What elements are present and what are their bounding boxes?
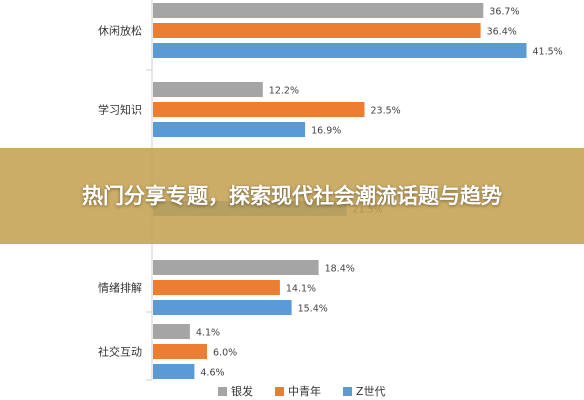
category-label: 学习知识 (98, 103, 142, 117)
data-label: 15.4% (298, 304, 328, 315)
data-label: 14.1% (286, 284, 316, 295)
bar-Z世代 (153, 122, 306, 137)
category-label: 社交互动 (98, 345, 142, 359)
bar-中青年 (153, 23, 481, 38)
legend-swatch (275, 387, 284, 396)
legend-entry: 中青年 (288, 384, 321, 398)
legend-entry: 银发 (231, 384, 253, 398)
bar-Z世代 (153, 300, 292, 315)
bar-中青年 (153, 102, 365, 117)
title-banner: 热门分享专题，探索现代社会潮流话题与趋势 (0, 148, 584, 244)
data-label: 4.1% (196, 328, 220, 339)
bar-中青年 (153, 280, 280, 295)
data-label: 4.6% (200, 368, 224, 379)
banner-title: 热门分享专题，探索现代社会潮流话题与趋势 (82, 184, 502, 208)
data-label: 41.5% (533, 47, 563, 58)
bar-银发 (153, 3, 484, 18)
category-label: 休闲放松 (98, 24, 142, 38)
category-label: 情绪排解 (98, 281, 142, 295)
legend-swatch (343, 387, 352, 396)
bar-银发 (153, 82, 263, 97)
legend-swatch (218, 387, 227, 396)
data-label: 36.4% (487, 27, 517, 38)
data-label: 23.5% (371, 106, 401, 117)
data-label: 6.0% (213, 348, 237, 359)
bar-银发 (153, 324, 190, 339)
data-label: 36.7% (489, 7, 519, 18)
bar-银发 (153, 260, 319, 275)
bar-中青年 (153, 344, 207, 359)
data-label: 18.4% (325, 264, 355, 275)
bar-Z世代 (153, 364, 195, 379)
legend-entry: Z世代 (356, 385, 386, 398)
data-label: 16.9% (311, 126, 341, 137)
data-label: 12.2% (269, 86, 299, 97)
bar-Z世代 (153, 43, 527, 58)
